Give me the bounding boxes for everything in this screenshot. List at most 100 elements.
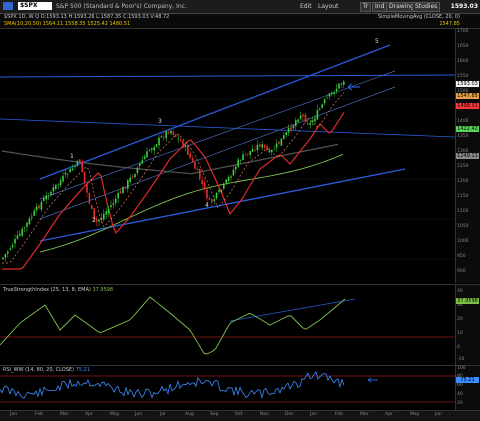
price-chart-canvas[interactable]: 1 2 3 4 5 bbox=[0, 29, 456, 283]
candle-body bbox=[230, 176, 232, 178]
candle-body bbox=[326, 97, 328, 99]
candle-body bbox=[271, 150, 273, 153]
rsi-canvas[interactable] bbox=[0, 366, 455, 411]
candle-body bbox=[206, 189, 208, 199]
study-title: SimpleMovingAvg (CLOSE, 20, 0) bbox=[377, 14, 460, 20]
wave-label-4: 4 bbox=[205, 202, 209, 209]
candle-body bbox=[333, 92, 335, 95]
candle-body bbox=[155, 144, 158, 147]
price-axis[interactable]: 1700 1650 1600 1550 1500 1450 1400 1350 … bbox=[455, 29, 480, 283]
candle-body bbox=[153, 147, 155, 151]
candle-body bbox=[26, 222, 28, 227]
price-tag-sma50: 1422.42 bbox=[456, 126, 479, 132]
arrow-left-icon bbox=[347, 83, 360, 91]
price-chart[interactable]: 1 2 3 4 5 bbox=[0, 29, 456, 283]
month-label: Oct bbox=[235, 412, 243, 417]
candle-body bbox=[45, 195, 47, 200]
rsi-panel[interactable]: RSI_WW (14, 80, 20, CLOSE) 75.21 bbox=[0, 365, 455, 411]
month-label: Mar bbox=[60, 412, 69, 417]
price-tick: 900 bbox=[457, 269, 466, 274]
tsi-tick: -10 bbox=[457, 357, 465, 362]
wave-label-2: 2 bbox=[92, 217, 96, 224]
candle-body bbox=[309, 122, 311, 125]
tsi-trend-line bbox=[229, 298, 356, 322]
candle-body bbox=[52, 187, 55, 192]
month-label: Jan bbox=[310, 412, 317, 417]
tsi-canvas[interactable] bbox=[0, 285, 455, 365]
candle-body bbox=[275, 143, 278, 148]
month-label: Feb bbox=[335, 412, 343, 417]
candle-body bbox=[304, 114, 307, 123]
candle-body bbox=[208, 197, 211, 200]
candle-body bbox=[71, 168, 74, 171]
rsi-tick: 60 bbox=[457, 383, 463, 388]
price-tick: 1250 bbox=[457, 164, 469, 169]
candle-body bbox=[160, 136, 163, 138]
tsi-panel[interactable]: TrueStrengthIndex (25, 13, 8, EMA) 37.95… bbox=[0, 284, 455, 365]
menu-edit[interactable]: Edit bbox=[300, 3, 312, 10]
month-label: Apr bbox=[385, 412, 393, 417]
candle-body bbox=[251, 149, 254, 152]
candle-body bbox=[261, 144, 263, 148]
candle-body bbox=[235, 166, 237, 170]
tsi-tick: 20 bbox=[457, 317, 463, 322]
candle-body bbox=[323, 99, 326, 104]
rsi-tick: 20 bbox=[457, 401, 463, 406]
candle-body bbox=[98, 219, 100, 222]
candle-body bbox=[316, 109, 319, 120]
candle-body bbox=[129, 177, 131, 182]
rsi-tick: 40 bbox=[457, 392, 463, 397]
price-tick: 1700 bbox=[457, 29, 469, 34]
month-label: Mar bbox=[360, 412, 369, 417]
candle-body bbox=[338, 83, 340, 89]
candle-body bbox=[201, 179, 203, 185]
candle-body bbox=[179, 139, 182, 142]
candle-body bbox=[158, 137, 160, 146]
price-tag-sma20: 1498.01 bbox=[456, 103, 479, 109]
candle-body bbox=[35, 206, 38, 211]
candle-body bbox=[182, 140, 184, 147]
price-tick: 1400 bbox=[457, 119, 469, 124]
month-label: May bbox=[110, 412, 120, 417]
time-axis[interactable]: Jan Feb Mar Apr May Jun Jul Aug Sep Oct … bbox=[0, 410, 480, 421]
button-studies[interactable]: Studies bbox=[412, 2, 441, 12]
candle-body bbox=[93, 208, 95, 220]
channel-lower bbox=[39, 168, 406, 242]
candle-body bbox=[105, 211, 107, 215]
symbol-input[interactable]: $SPX bbox=[18, 2, 52, 10]
wave-label-5: 5 bbox=[375, 38, 379, 45]
candle-body bbox=[280, 138, 283, 146]
button-tr[interactable]: Tr bbox=[360, 2, 372, 12]
month-label: May bbox=[410, 412, 420, 417]
candle-body bbox=[263, 144, 266, 148]
candle-body bbox=[213, 199, 215, 202]
candle-body bbox=[290, 127, 292, 131]
candle-body bbox=[256, 144, 259, 151]
candle-body bbox=[184, 145, 187, 147]
tsi-tick: 10 bbox=[457, 331, 463, 336]
candle-body bbox=[295, 120, 297, 127]
candle-body bbox=[107, 208, 110, 214]
candle-body bbox=[88, 193, 91, 204]
channel-upper bbox=[39, 44, 391, 180]
candle-body bbox=[112, 203, 115, 205]
candle-body bbox=[299, 115, 302, 119]
candle-body bbox=[141, 160, 143, 164]
candle-body bbox=[239, 160, 242, 161]
candle-body bbox=[343, 81, 345, 85]
sma-text: SMA(10,20,50) 1564.11 1558.35 1525.42 14… bbox=[4, 21, 131, 27]
tsi-line bbox=[0, 296, 346, 355]
menu-layout[interactable]: Layout bbox=[318, 3, 339, 10]
candle-body bbox=[211, 199, 213, 203]
price-tick: 1600 bbox=[457, 59, 469, 64]
price-tick: 1050 bbox=[457, 224, 469, 229]
candle-body bbox=[81, 161, 83, 173]
month-label: Feb bbox=[35, 412, 43, 417]
candle-body bbox=[307, 123, 309, 125]
candle-body bbox=[38, 205, 40, 209]
candle-body bbox=[79, 159, 81, 163]
candle-body bbox=[194, 162, 196, 169]
candle-body bbox=[59, 180, 62, 186]
candle-body bbox=[117, 192, 119, 199]
month-label: Nov bbox=[260, 412, 269, 417]
